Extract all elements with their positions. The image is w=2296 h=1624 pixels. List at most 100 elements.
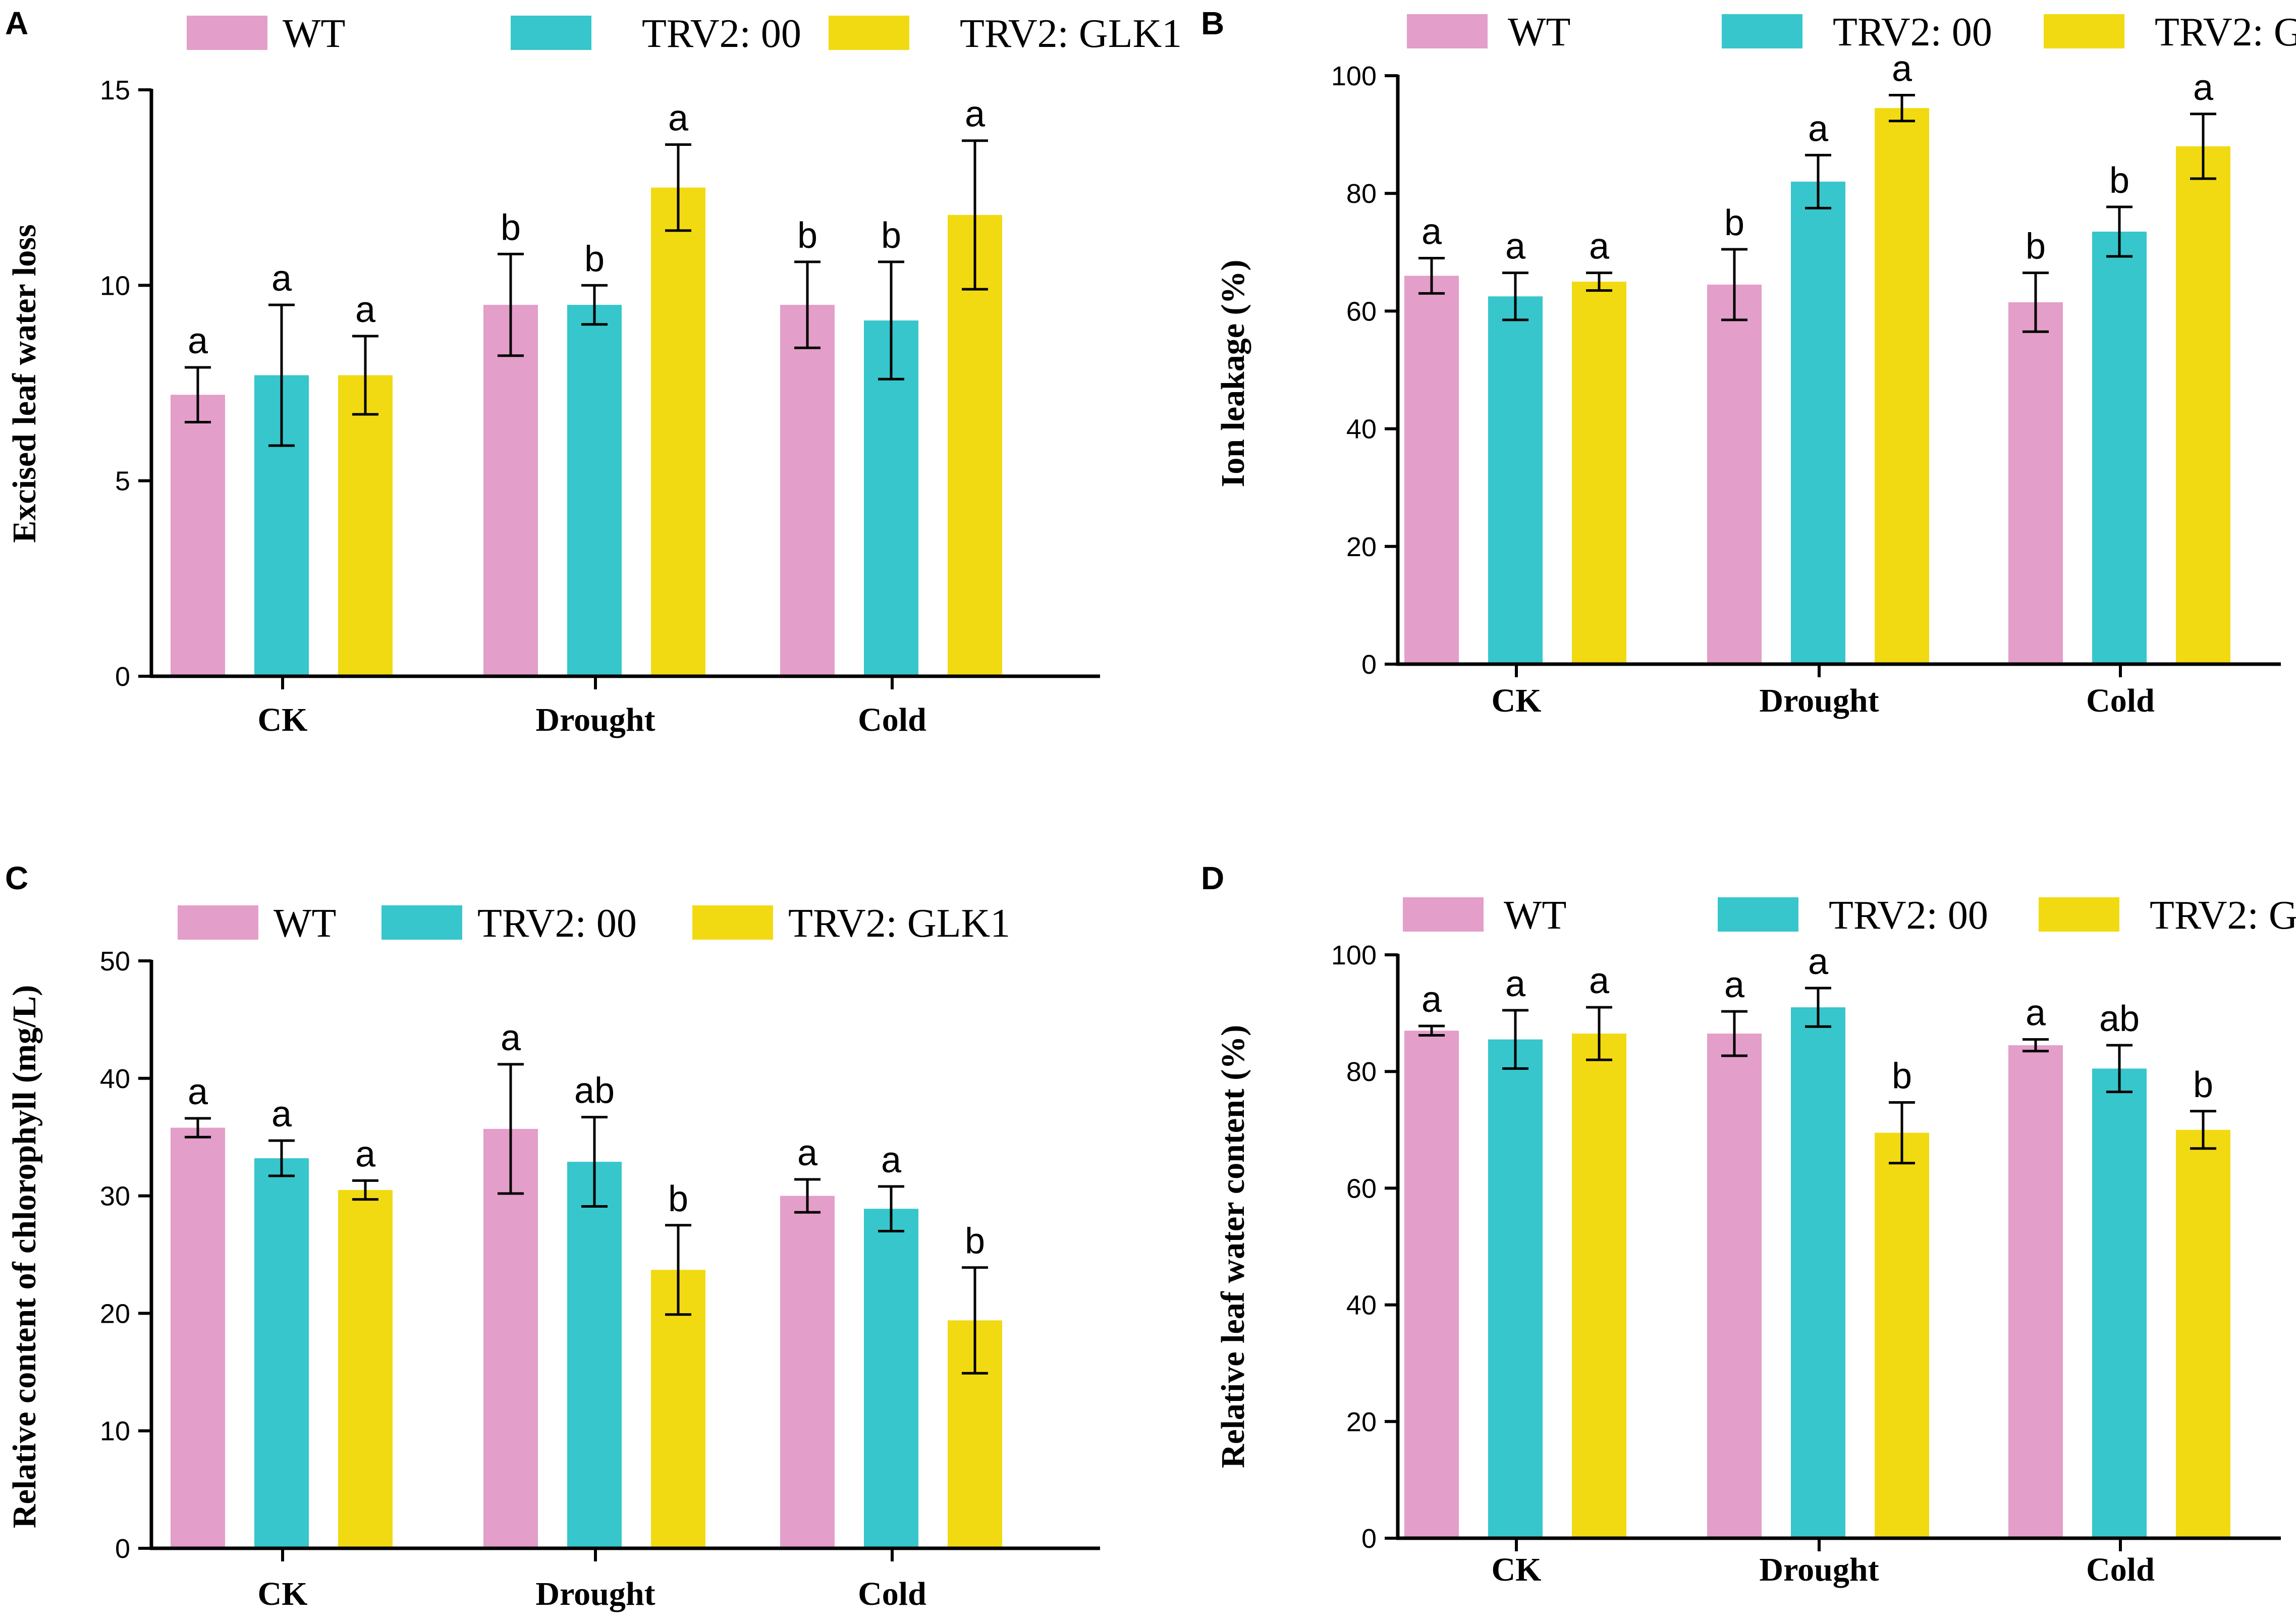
legend-swatch (178, 905, 258, 940)
y-tick-label: 0 (1361, 649, 1377, 680)
bar (780, 1196, 835, 1548)
significance-label: a (1589, 961, 1610, 1001)
significance-label: b (2109, 160, 2129, 201)
x-category-label: Drought (1759, 1551, 1879, 1588)
significance-label: a (188, 1072, 208, 1112)
legend-swatch (829, 16, 909, 50)
y-tick-label: 40 (100, 1064, 130, 1094)
significance-label: a (2026, 993, 2046, 1034)
bar (2008, 1045, 2063, 1538)
significance-label: b (965, 1221, 985, 1262)
significance-label: a (271, 258, 292, 299)
bar (1791, 181, 1845, 664)
y-tick-label: 80 (1346, 179, 1377, 209)
y-tick-label: 0 (1361, 1524, 1377, 1554)
bar (2092, 1068, 2147, 1538)
significance-label: a (1589, 227, 1610, 267)
significance-label: a (271, 1094, 292, 1134)
panel-A: A WT TRV2: 00 TRV2: GLK1 a b b a b b a a a 0 5 10 15 CK Dr… (5, 5, 1182, 738)
significance-label: a (1724, 965, 1745, 1005)
significance-label: b (881, 215, 901, 256)
significance-label: b (2193, 1065, 2213, 1105)
legend-label: TRV2: 00 (1833, 10, 1992, 55)
significance-label: a (188, 321, 208, 361)
significance-label: b (584, 239, 605, 279)
legend-swatch (2039, 897, 2119, 932)
x-category-label: Cold (2086, 1551, 2155, 1588)
significance-label: a (881, 1140, 902, 1180)
legend-swatch (692, 905, 773, 940)
bar (171, 1127, 225, 1548)
y-tick-label: 50 (100, 946, 130, 977)
legend-label: WT (1508, 10, 1570, 55)
bar (254, 1158, 309, 1548)
x-category-label: Cold (858, 701, 926, 738)
significance-label: a (1422, 211, 1442, 252)
legend-swatch (1407, 14, 1488, 48)
bar (864, 1209, 918, 1548)
significance-label: a (501, 1018, 521, 1058)
significance-label: b (1892, 1056, 1912, 1096)
bar (1791, 1007, 1845, 1538)
legend-label: TRV2: 00 (477, 901, 637, 946)
y-tick-label: 5 (115, 466, 130, 497)
y-tick-label: 20 (1346, 532, 1377, 562)
y-tick-label: 20 (100, 1298, 130, 1329)
x-category-label: CK (258, 1576, 308, 1612)
y-tick-label: 40 (1346, 414, 1377, 445)
y-tick-label: 30 (100, 1181, 130, 1212)
y-tick-label: 80 (1346, 1057, 1377, 1087)
bar (338, 1189, 393, 1548)
bar (1707, 284, 1762, 664)
y-tick-label: 60 (1346, 1173, 1377, 1204)
x-category-label: Drought (535, 1576, 655, 1612)
legend-swatch (1718, 897, 1798, 932)
significance-label: b (501, 207, 521, 248)
significance-label: a (1505, 227, 1526, 267)
legend-label: TRV2: 00 (1829, 893, 1988, 938)
bar (2176, 1129, 2230, 1538)
y-tick-label: 20 (1346, 1407, 1377, 1437)
significance-label: ab (574, 1071, 615, 1111)
legend-label: TRV2: GLK1 (788, 901, 1010, 946)
bar (338, 375, 393, 676)
significance-label: b (797, 215, 817, 256)
y-axis-title: Relative content of chlorophyll (mg/L) (6, 985, 43, 1529)
y-tick-label: 100 (1331, 940, 1377, 970)
y-axis-title: Ion leakage (%) (1215, 260, 1251, 488)
bar (2008, 302, 2063, 664)
legend-label: WT (274, 901, 336, 946)
bar (567, 305, 622, 676)
y-axis-title: Excised leaf water loss (6, 224, 43, 543)
legend-swatch (511, 16, 591, 50)
panel-letter: C (5, 860, 28, 896)
significance-label: a (1505, 964, 1526, 1004)
significance-label: a (668, 98, 689, 138)
significance-label: a (965, 94, 986, 135)
bar (2176, 146, 2230, 664)
bar (1488, 1039, 1543, 1538)
legend-label: TRV2: 00 (642, 12, 801, 56)
bar (1875, 1132, 1929, 1538)
y-tick-label: 0 (115, 662, 130, 692)
bar (948, 214, 1002, 677)
x-category-label: CK (258, 701, 308, 738)
x-category-label: Cold (2086, 682, 2155, 719)
significance-label: a (1808, 109, 1829, 149)
significance-label: a (1808, 942, 1829, 982)
significance-label: a (355, 1134, 376, 1174)
bar (1488, 296, 1543, 664)
panel-letter: B (1201, 5, 1224, 41)
bar (171, 395, 225, 676)
y-tick-label: 100 (1331, 61, 1377, 91)
y-tick-label: 0 (115, 1534, 130, 1564)
x-category-label: CK (1492, 1551, 1542, 1588)
panel-B: B WT TRV2: 00 TRV2: GLK1 a b b a a b a a a 0 20 40 60 80 1… (1201, 5, 2296, 719)
significance-label: ab (2099, 999, 2140, 1039)
legend-label: TRV2: GLK1 (2150, 893, 2296, 938)
significance-label: a (797, 1133, 818, 1173)
significance-label: a (1422, 980, 1442, 1020)
legend-swatch (1403, 897, 1484, 932)
